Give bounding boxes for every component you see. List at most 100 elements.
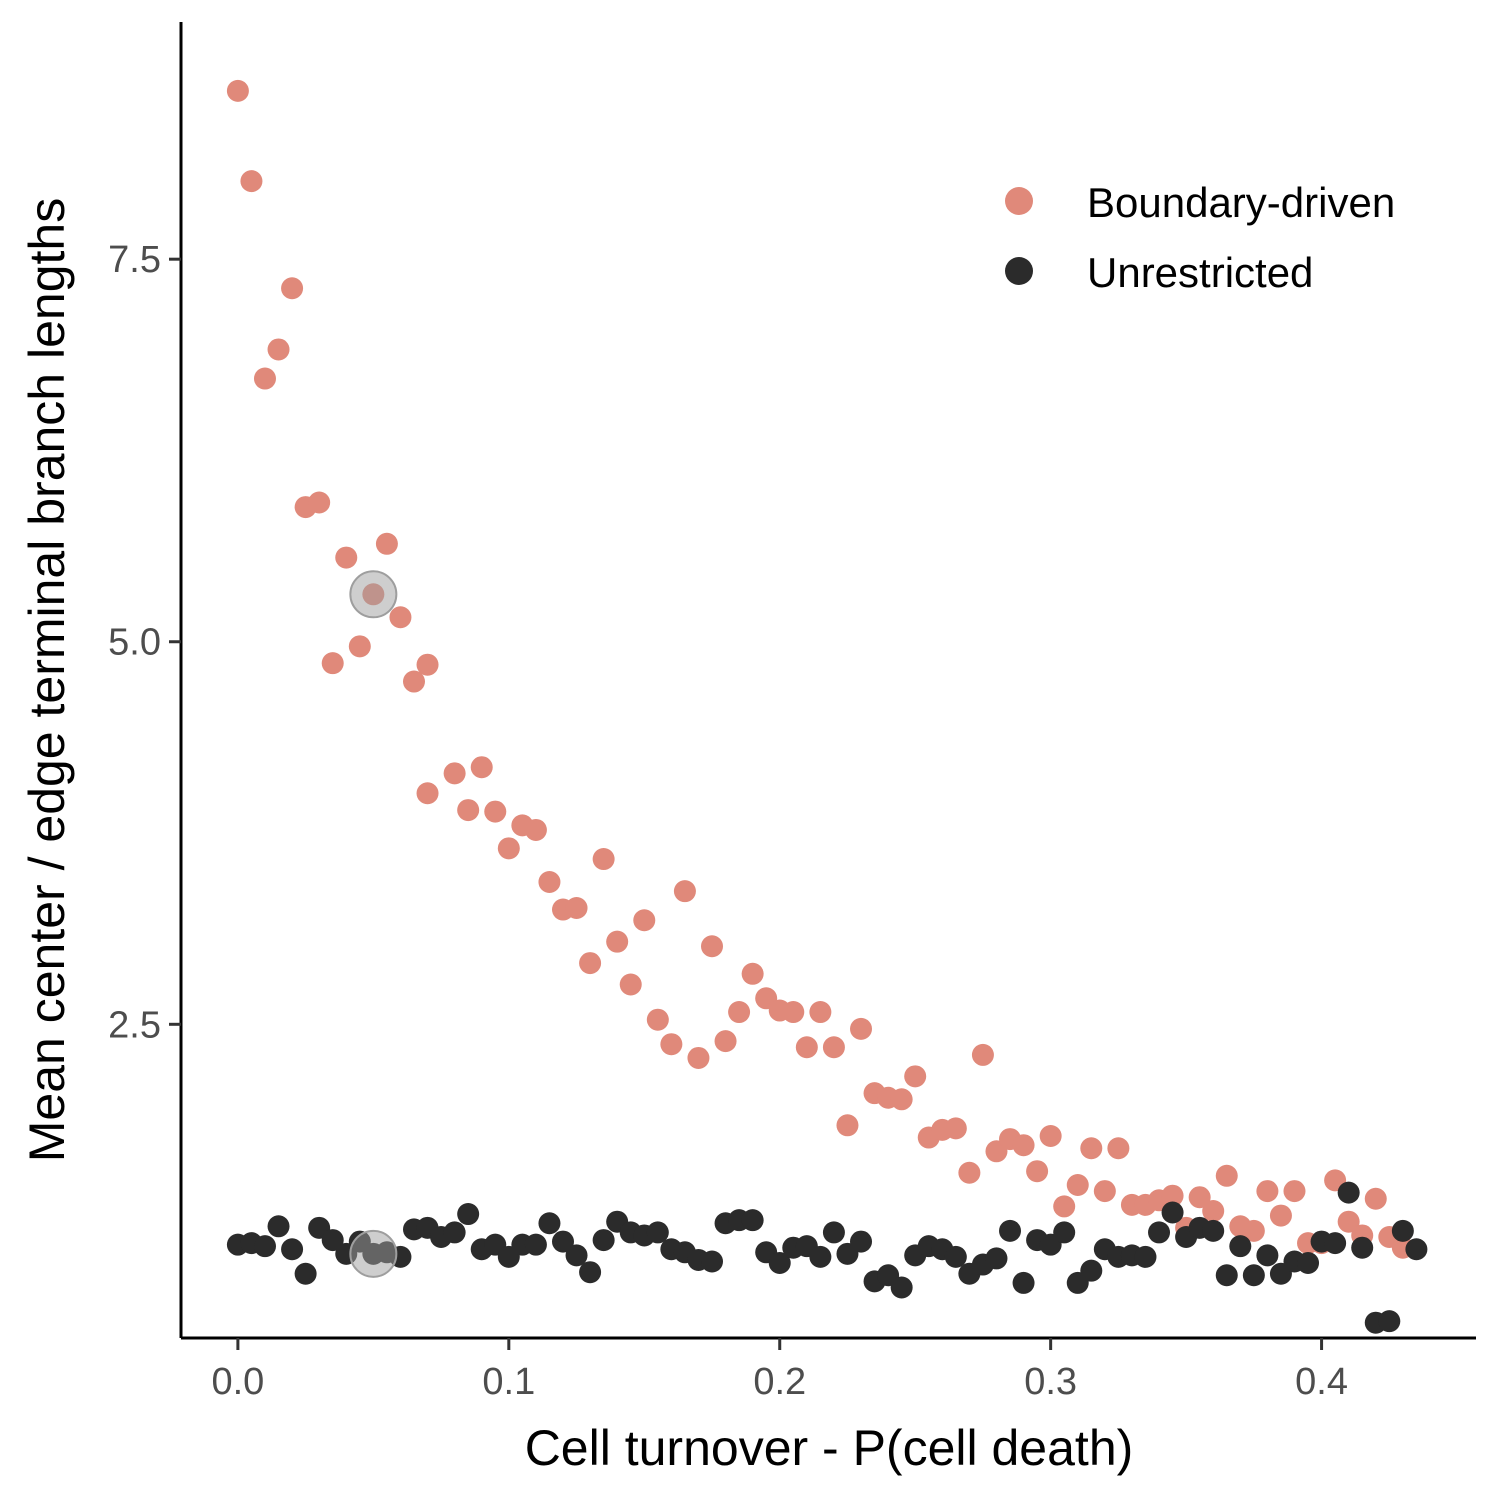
overlay-layer [349, 570, 398, 1278]
unrestricted-point [1161, 1201, 1184, 1224]
boundary-driven-point [402, 670, 425, 693]
unrestricted-point [1053, 1221, 1076, 1244]
boundary-driven-point [944, 1117, 967, 1140]
unrestricted-point [267, 1215, 290, 1238]
boundary-driven-point [592, 848, 615, 871]
boundary-driven-point [822, 1036, 845, 1059]
unrestricted-point [1242, 1264, 1265, 1287]
unrestricted-point [1202, 1219, 1225, 1242]
unrestricted-point [551, 1230, 574, 1253]
points-layer [226, 79, 1428, 1334]
highlight-ring [349, 570, 398, 619]
boundary-driven-point [348, 635, 371, 658]
unrestricted-point [1215, 1264, 1238, 1287]
boundary-driven-point [497, 837, 520, 860]
boundary-driven-point [1080, 1137, 1103, 1160]
unrestricted-point [850, 1230, 873, 1253]
legend-label-unrestricted: Unrestricted [1087, 249, 1313, 296]
boundary-driven-point [375, 532, 398, 555]
boundary-driven-point [809, 1001, 832, 1024]
unrestricted-point [646, 1221, 669, 1244]
y-axis-title: Mean center / edge terminal branch lengt… [19, 198, 75, 1162]
boundary-driven-point [1066, 1173, 1089, 1196]
legend-label-boundary-driven: Boundary-driven [1087, 179, 1395, 226]
boundary-driven-point [646, 1008, 669, 1031]
boundary-driven-point [1026, 1160, 1049, 1183]
boundary-driven-point [1012, 1134, 1035, 1157]
boundary-driven-point [1053, 1195, 1076, 1218]
unrestricted-point [741, 1209, 764, 1232]
boundary-driven-point [971, 1043, 994, 1066]
unrestricted-point [579, 1261, 602, 1284]
boundary-driven-point [335, 546, 358, 569]
x-tick-label: 0.0 [211, 1361, 264, 1403]
unrestricted-point [890, 1276, 913, 1299]
unrestricted-point [1405, 1238, 1428, 1261]
boundary-driven-point [443, 762, 466, 785]
boundary-driven-point [1337, 1210, 1360, 1233]
x-tick-label: 0.4 [1295, 1361, 1348, 1403]
unrestricted-point [1256, 1244, 1279, 1267]
boundary-driven-point [836, 1114, 859, 1137]
boundary-driven-point [1242, 1219, 1265, 1242]
boundary-driven-point [1161, 1184, 1184, 1207]
boundary-driven-point [701, 935, 724, 958]
unrestricted-point [944, 1245, 967, 1268]
boundary-driven-point [1215, 1164, 1238, 1187]
unrestricted-point [1337, 1181, 1360, 1204]
unrestricted-point [457, 1203, 480, 1226]
boundary-driven-point [253, 367, 276, 390]
boundary-driven-point [782, 1001, 805, 1024]
unrestricted-point [701, 1250, 724, 1273]
boundary-driven-point [728, 1001, 751, 1024]
boundary-driven-point [795, 1036, 818, 1059]
x-tick-label: 0.1 [482, 1361, 535, 1403]
unrestricted-point [1297, 1252, 1320, 1275]
boundary-driven-point [660, 1033, 683, 1056]
unrestricted-point [1134, 1245, 1157, 1268]
boundary-driven-point [240, 170, 263, 193]
boundary-driven-point [1107, 1137, 1130, 1160]
boundary-driven-point [904, 1065, 927, 1088]
unrestricted-point [1080, 1259, 1103, 1282]
x-ticks: 0.0 0.1 0.2 0.3 0.4 [211, 1338, 1348, 1403]
boundary-driven-point [565, 897, 588, 920]
unrestricted-point [1378, 1310, 1401, 1333]
unrestricted-point [253, 1235, 276, 1258]
x-axis-title: Cell turnover - P(cell death) [525, 1420, 1134, 1476]
boundary-driven-point [470, 756, 493, 779]
boundary-driven-point [673, 880, 696, 903]
boundary-driven-point [850, 1017, 873, 1040]
unrestricted-point [565, 1244, 588, 1267]
boundary-driven-point [524, 818, 547, 841]
unrestricted-point [321, 1229, 344, 1252]
unrestricted-point [1391, 1219, 1414, 1242]
unrestricted-point [443, 1221, 466, 1244]
boundary-driven-point [741, 962, 764, 985]
y-ticks: 2.5 5.0 7.5 [108, 239, 181, 1046]
unrestricted-point [592, 1229, 615, 1252]
y-tick-label: 5.0 [108, 622, 161, 664]
unrestricted-point [768, 1252, 791, 1275]
boundary-driven-point [1364, 1187, 1387, 1210]
boundary-driven-point [619, 973, 642, 996]
unrestricted-point [999, 1219, 1022, 1242]
legend-marker-boundary-driven [1005, 187, 1033, 215]
boundary-driven-point [308, 491, 331, 514]
boundary-driven-point [579, 952, 602, 975]
boundary-driven-point [538, 870, 561, 893]
boundary-driven-point [226, 79, 249, 102]
x-tick-label: 0.2 [753, 1361, 806, 1403]
boundary-driven-point [389, 606, 412, 629]
boundary-driven-point [416, 782, 439, 805]
boundary-driven-point [1269, 1204, 1292, 1227]
boundary-driven-point [267, 338, 290, 361]
boundary-driven-point [687, 1046, 710, 1069]
unrestricted-point [1324, 1232, 1347, 1255]
unrestricted-point [294, 1262, 317, 1285]
boundary-driven-point [1188, 1186, 1211, 1209]
unrestricted-point [538, 1212, 561, 1235]
unrestricted-point [809, 1245, 832, 1268]
boundary-driven-point [484, 800, 507, 823]
